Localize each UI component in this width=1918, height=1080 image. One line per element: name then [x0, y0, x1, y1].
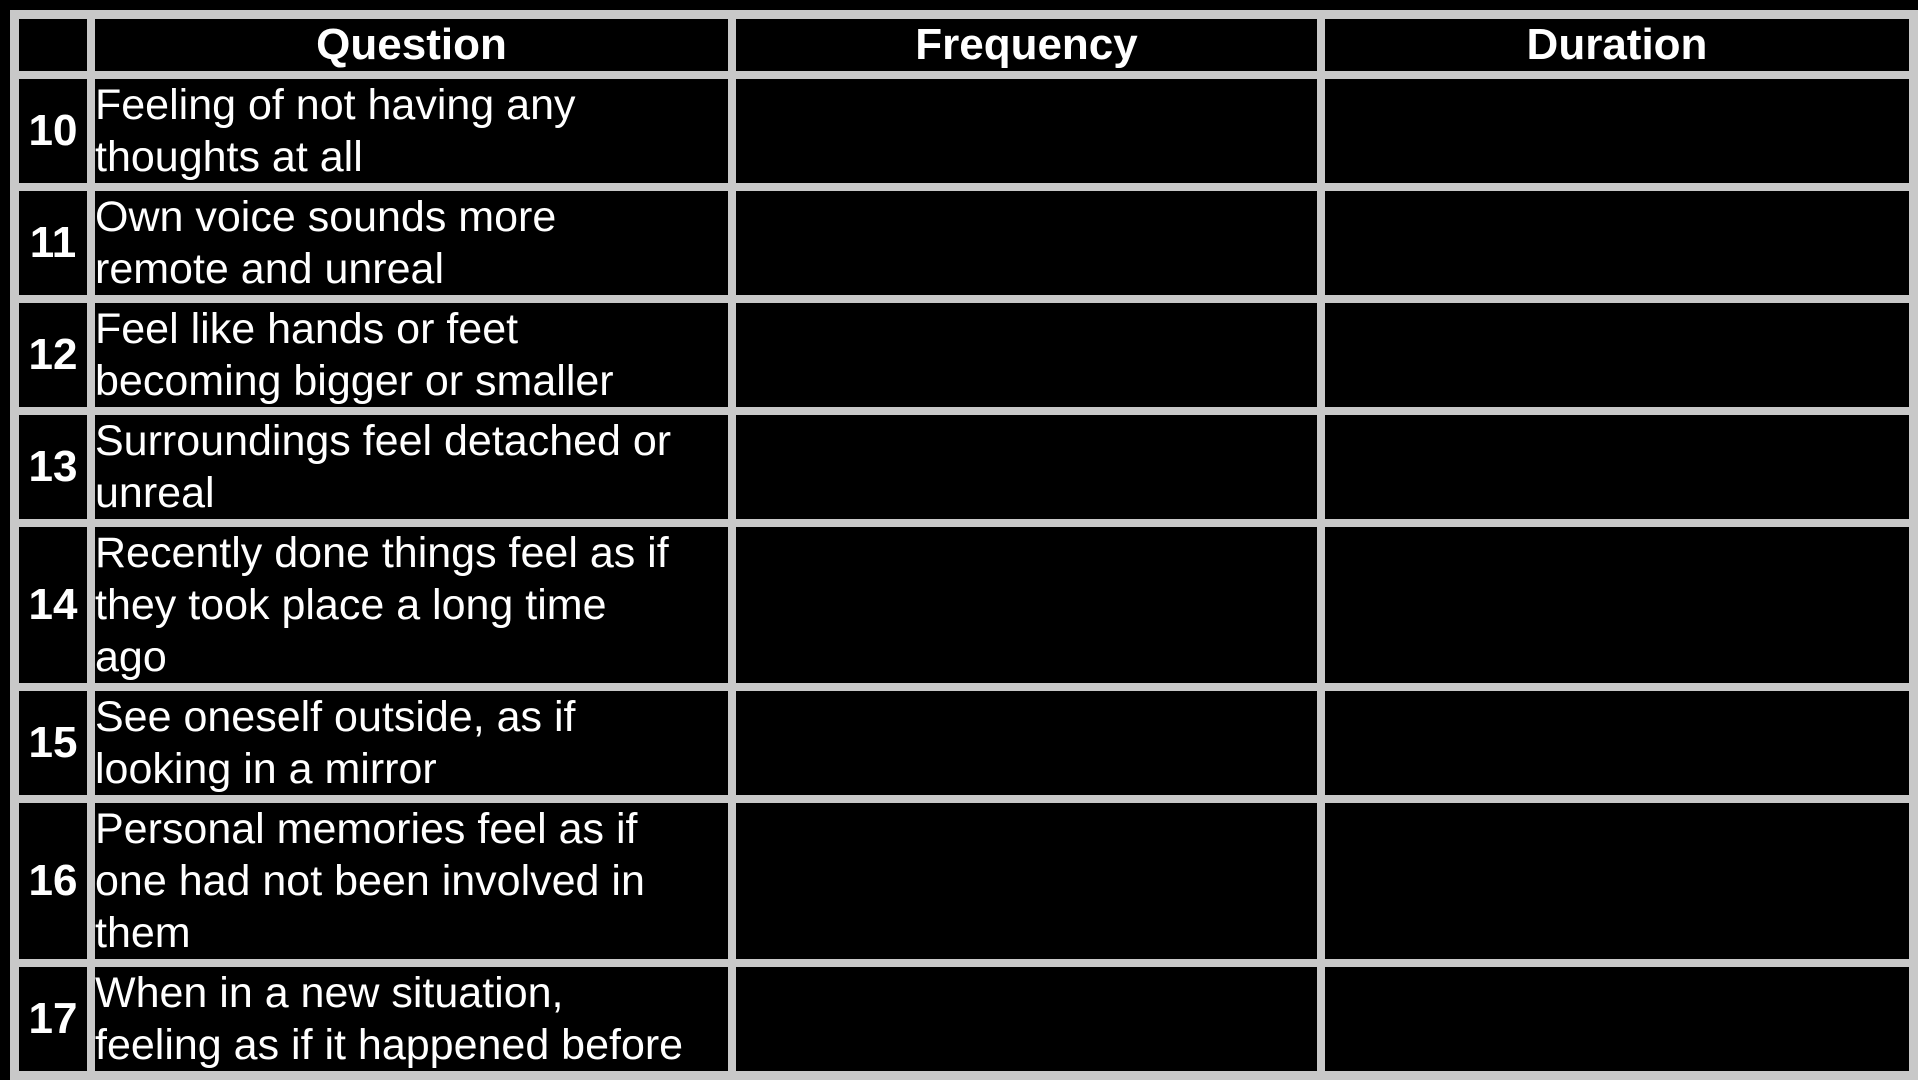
table-row: 13 Surroundings feel detached or unreal: [15, 411, 1913, 523]
row-question: Feeling of not having any thoughts at al…: [91, 75, 732, 187]
table-row: 15 See oneself outside, as if looking in…: [15, 687, 1913, 799]
row-number: 17: [15, 963, 91, 1075]
header-question: Question: [91, 15, 732, 75]
questionnaire-table: Question Frequency Duration 10 Feeling o…: [10, 10, 1918, 1080]
frequency-cell[interactable]: [732, 687, 1321, 799]
duration-cell[interactable]: [1321, 799, 1913, 963]
frequency-cell[interactable]: [732, 411, 1321, 523]
row-question: When in a new situation, feeling as if i…: [91, 963, 732, 1075]
duration-cell[interactable]: [1321, 75, 1913, 187]
table-row: 16 Personal memories feel as if one had …: [15, 799, 1913, 963]
duration-cell[interactable]: [1321, 963, 1913, 1075]
table-row: 12 Feel like hands or feet becoming bigg…: [15, 299, 1913, 411]
row-number: 13: [15, 411, 91, 523]
duration-cell[interactable]: [1321, 523, 1913, 687]
row-number: 10: [15, 75, 91, 187]
frequency-cell[interactable]: [732, 523, 1321, 687]
table-row: 17 When in a new situation, feeling as i…: [15, 963, 1913, 1075]
row-number: 16: [15, 799, 91, 963]
header-frequency: Frequency: [732, 15, 1321, 75]
frequency-cell[interactable]: [732, 963, 1321, 1075]
frequency-cell[interactable]: [732, 187, 1321, 299]
row-question: Surroundings feel detached or unreal: [91, 411, 732, 523]
row-number: 11: [15, 187, 91, 299]
row-question: Own voice sounds more remote and unreal: [91, 187, 732, 299]
frequency-cell[interactable]: [732, 299, 1321, 411]
row-question: Feel like hands or feet becoming bigger …: [91, 299, 732, 411]
row-number: 14: [15, 523, 91, 687]
header-number: [15, 15, 91, 75]
row-question: Personal memories feel as if one had not…: [91, 799, 732, 963]
frequency-cell[interactable]: [732, 799, 1321, 963]
table-row: 10 Feeling of not having any thoughts at…: [15, 75, 1913, 187]
row-number: 12: [15, 299, 91, 411]
duration-cell[interactable]: [1321, 299, 1913, 411]
row-question: See oneself outside, as if looking in a …: [91, 687, 732, 799]
frequency-cell[interactable]: [732, 75, 1321, 187]
row-number: 15: [15, 687, 91, 799]
header-duration: Duration: [1321, 15, 1913, 75]
table-row: 14 Recently done things feel as if they …: [15, 523, 1913, 687]
table-row: 11 Own voice sounds more remote and unre…: [15, 187, 1913, 299]
duration-cell[interactable]: [1321, 687, 1913, 799]
duration-cell[interactable]: [1321, 187, 1913, 299]
duration-cell[interactable]: [1321, 411, 1913, 523]
row-question: Recently done things feel as if they too…: [91, 523, 732, 687]
header-row: Question Frequency Duration: [15, 15, 1913, 75]
